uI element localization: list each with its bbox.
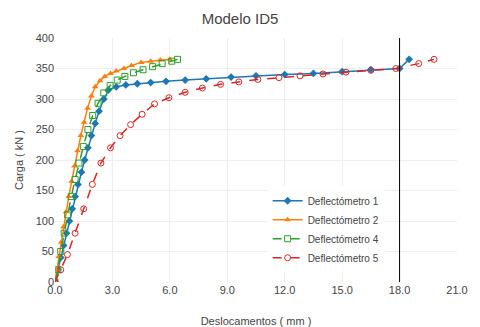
svg-text:9.0: 9.0 xyxy=(220,284,235,296)
svg-text:150: 150 xyxy=(36,184,54,196)
svg-text:12.0: 12.0 xyxy=(274,284,295,296)
svg-text:400: 400 xyxy=(36,32,54,44)
svg-text:Deflectómetro 1: Deflectómetro 1 xyxy=(308,196,379,207)
svg-text:Modelo ID5: Modelo ID5 xyxy=(202,10,279,27)
svg-text:50: 50 xyxy=(42,245,54,257)
svg-text:350: 350 xyxy=(36,62,54,74)
svg-text:250: 250 xyxy=(36,123,54,135)
svg-text:0: 0 xyxy=(48,276,54,288)
svg-text:Deflectómetro 5: Deflectómetro 5 xyxy=(308,253,379,264)
svg-text:100: 100 xyxy=(36,215,54,227)
svg-text:15.0: 15.0 xyxy=(331,284,352,296)
svg-text:300: 300 xyxy=(36,93,54,105)
svg-text:200: 200 xyxy=(36,154,54,166)
svg-text:18.0: 18.0 xyxy=(389,284,410,296)
svg-text:0.0: 0.0 xyxy=(47,284,62,296)
svg-text:Carga ( kN ): Carga ( kN ) xyxy=(13,130,25,190)
svg-text:Deslocamentos ( mm ): Deslocamentos ( mm ) xyxy=(201,315,312,327)
svg-text:Deflectómetro 2: Deflectómetro 2 xyxy=(308,215,379,226)
svg-text:3.0: 3.0 xyxy=(105,284,120,296)
svg-text:Deflectómetro 4: Deflectómetro 4 xyxy=(308,234,379,245)
svg-text:6.0: 6.0 xyxy=(162,284,177,296)
svg-text:21.0: 21.0 xyxy=(446,284,467,296)
